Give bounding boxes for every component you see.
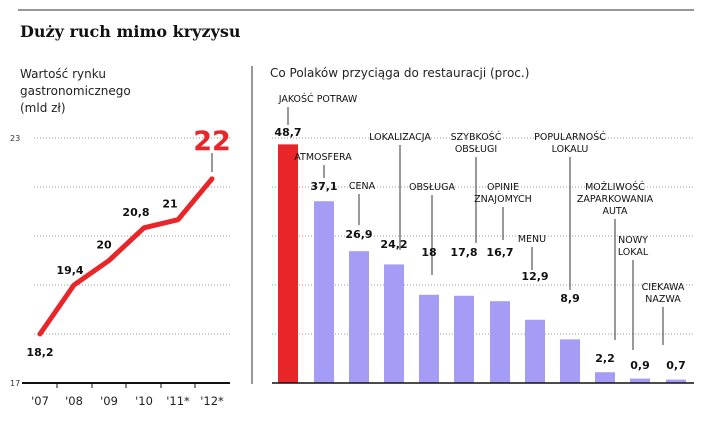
highlight-value-label: 22 [193,126,231,157]
restaurant-factors-bar-chart: Co Polaków przyciąga do restauracji (pro… [270,66,694,384]
market-value-line-chart: Wartość rynku gastronomicznego (mld zł) 23 1… [10,67,231,408]
bar-value-label: 0,7 [666,359,686,372]
data-label: 21 [162,198,177,211]
bar-value-label: 37,1 [310,180,337,193]
line-chart-title: (mld zł) [20,101,66,115]
bar [349,251,369,383]
line-chart-title: Wartość rynku [20,67,106,81]
line-chart-title: gastronomicznego [20,84,131,98]
bar-category-label: CENA [349,181,376,192]
page-title: Duży ruch mimo kryzysu [20,22,241,41]
bar [384,264,404,383]
bar-value-label: 0,9 [630,359,650,372]
y-tick-label: 23 [10,134,20,143]
bar-value-label: 12,9 [521,270,548,283]
x-tick-label: '12* [200,394,224,408]
bar-category-label: MOŻLIWOŚĆ [585,181,645,193]
data-label: 20 [96,239,112,252]
bar-category-label: LOKALU [552,144,589,155]
bar-value-label: 16,7 [486,246,513,259]
bar-category-label: LOKAL [618,247,649,258]
bar-value-label: 26,9 [345,228,372,241]
bar-category-label: OPINIE [487,182,519,193]
bar-category-label: JAKOŚĆ POTRAW [278,93,358,105]
bar [666,379,686,383]
bar-value-label: 17,8 [450,246,477,259]
market-value-line [37,176,215,337]
data-label: 19,4 [56,264,83,277]
bar [630,378,650,383]
bar [595,372,615,383]
bar-category-label: NOWY [618,235,648,246]
bar [525,319,545,383]
bar-value-label: 18 [421,246,436,259]
x-tick-label: '07 [31,394,49,408]
bar-category-label: OBSŁUGA [409,182,456,193]
bar [454,295,474,383]
bar [314,201,334,383]
bar-category-label: CIEKAWA [642,282,685,293]
bar [490,301,510,383]
bar-category-label: SZYBKOŚĆ [451,131,502,143]
x-tick-label: '11* [166,394,190,408]
x-tick-label: '10 [135,394,153,408]
bar-value-label: 8,9 [560,292,580,305]
bar-category-label: ATMOSFERA [294,152,352,163]
bar-value-label: 48,7 [274,126,301,139]
bar [278,144,298,383]
bar-value-label: 2,2 [595,352,615,365]
bar-chart-title: Co Polaków przyciąga do restauracji (pro… [270,66,529,80]
bar-category-label: POPULARNOŚĆ [534,131,606,143]
bar [560,339,580,383]
bar-category-label: ZAPARKOWANIA [577,194,654,205]
bar-category-label: LOKALIZACJA [369,132,431,143]
x-tick-label: '08 [65,394,83,408]
x-tick-label: '09 [100,394,118,408]
y-tick-label: 17 [10,379,20,388]
bar-category-label: NAZWA [645,294,681,305]
bar-value-label: 24,2 [380,238,407,251]
bar-category-label: OBSŁUGI [455,144,497,155]
bar-category-label: MENU [518,234,546,245]
data-label: 20,8 [122,206,149,219]
data-label: 18,2 [26,346,53,359]
bar [419,294,439,383]
bar-category-label: AUTA [602,206,628,217]
bar-category-label: ZNAJOMYCH [474,194,532,205]
